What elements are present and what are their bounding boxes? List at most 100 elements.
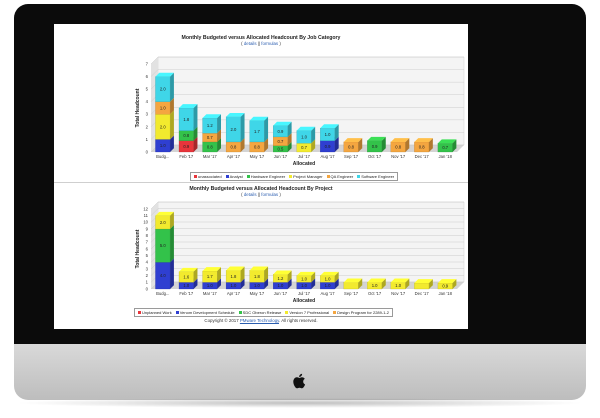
chart1-y-tick-label: 1 (146, 137, 149, 142)
chart2-data-label: 4.0 (160, 273, 166, 278)
chart2-data-label: 5.0 (160, 243, 166, 248)
chart1-x-tick-label: Sep '17 (344, 154, 359, 159)
legend-swatch (289, 175, 293, 178)
chart1-bar-segment (414, 138, 433, 153)
chart2-bar-segment (249, 266, 269, 283)
chart2-data-label: 1.8 (230, 274, 236, 279)
chart1-x-tick-label: Apr '17 (227, 154, 241, 159)
chart1-y-axis-label: Total Headcount (135, 88, 141, 127)
chart2-x-tick-label: Nov '17 (391, 291, 406, 296)
legend-label: Venom Development Schedule (179, 310, 235, 315)
chart1-data-label: 1.0 (301, 134, 307, 139)
chart2-legend-item[interactable]: SDC Oberon Release (238, 310, 282, 315)
chart2-y-tick-label: 5 (146, 253, 149, 258)
chart1-x-tick-label: Jul '17 (298, 154, 311, 159)
chart1-bar-segment (225, 112, 245, 143)
monitor-chin (14, 344, 586, 400)
chart2-y-axis-label: Total Headcount (135, 229, 141, 268)
chart1-x-tick-label: Nov '17 (391, 154, 406, 159)
chart2-data-label: 1.0 (254, 283, 260, 288)
chart2-bar-segment (178, 267, 198, 283)
link-separator: || (257, 192, 261, 197)
chart2-legend-item[interactable]: Design Program for 2289-1-2 (333, 310, 389, 315)
chart1-x-tick-label: May '17 (250, 154, 265, 159)
chart2-details-link[interactable]: details (243, 192, 257, 197)
chart1-x-tick-label: Feb '17 (179, 154, 194, 159)
chart2-legend-item[interactable]: Venom Development Schedule (175, 310, 235, 315)
copyright-text: Copyright © 2017 (204, 318, 239, 323)
chart2-data-label: 1.6 (183, 275, 189, 280)
company-link[interactable]: PMware Technology (239, 318, 280, 323)
chart1-formulas-link[interactable]: formulas (261, 41, 279, 46)
chart2-gridline (150, 208, 464, 216)
chart2-legend-item[interactable]: Unplanned Work (138, 310, 172, 315)
chart2-data-label: 1.0 (207, 283, 213, 288)
chart1-legend-item[interactable]: Hardware Engineer (246, 174, 286, 179)
chart2-data-label: 1.7 (207, 274, 213, 279)
chart2-data-label: 2.0 (160, 220, 166, 225)
legend-swatch (326, 175, 330, 178)
chart1-data-label: 2.0 (160, 87, 166, 92)
legend-label: SDC Oberon Release (242, 310, 282, 315)
legend-swatch (175, 311, 179, 314)
chart1-x-tick-label: Budg... (156, 154, 169, 159)
paren-open: ( (241, 41, 243, 46)
chart2-data-label: 1.0 (230, 283, 236, 288)
chart2-x-tick-label: Oct '17 (368, 291, 382, 296)
chart1-legend-item[interactable]: Analyst (225, 174, 243, 179)
legend-swatch (333, 311, 337, 314)
chart2-bar-segment (155, 211, 174, 230)
chart2-y-tick-label: 6 (146, 246, 149, 251)
chart2-bar-segment (437, 279, 457, 290)
chart2-y-tick-label: 9 (146, 226, 149, 231)
chart2-gridline (150, 201, 464, 210)
chart1-data-label: 0.7 (278, 139, 284, 144)
chart2-data-label: 1.0 (183, 283, 189, 288)
legend-label: Software Engineer (361, 174, 395, 179)
chart1-data-label: 0.8 (230, 144, 236, 149)
chart1-legend-item[interactable]: Software Engineer (357, 174, 394, 179)
chart1-data-label: 1.2 (207, 123, 213, 128)
chart2-data-label: 1.0 (301, 277, 307, 282)
chart2-y-tick-label: 12 (143, 206, 148, 211)
legend-label: Unplanned Work (142, 310, 172, 315)
chart1-legend-item[interactable]: unassociated (194, 174, 222, 179)
legend-swatch (138, 311, 141, 314)
chart1-data-label: 2.0 (230, 127, 236, 132)
chart2-bar-segment (414, 279, 433, 290)
chart1-bar-segment (390, 138, 410, 153)
chart1-x-tick-label: Dec '17 (415, 154, 430, 159)
chart2-y-tick-label: 11 (144, 213, 149, 218)
legend-swatch (238, 311, 242, 314)
chart2-bar-segment (390, 278, 410, 290)
chart2-legend-item[interactable]: Version 7 Professional (285, 310, 329, 315)
chart1-data-label: 1.0 (325, 132, 331, 137)
chart1-x-tick-label: Oct '17 (368, 154, 382, 159)
chart1-data-label: 1.0 (160, 106, 166, 111)
chart1-details-link[interactable]: details (243, 41, 257, 46)
chart2-x-tick-label: Feb '17 (179, 291, 194, 296)
chart2-bar-segment (273, 270, 292, 283)
chart1-gridline (150, 69, 464, 77)
legend-label: Hardware Engineer (250, 174, 286, 179)
rights-text: . All rights reserved. (279, 318, 318, 323)
chart1-legend-item[interactable]: QA Engineer (326, 174, 353, 179)
chart2-data-label: 1.8 (254, 274, 260, 279)
chart1-y-tick-label: 2 (146, 124, 149, 129)
chart2-data-label: 1.0 (325, 277, 331, 282)
chart2-data-label: 1.0 (301, 283, 307, 288)
chart1-data-label: 0.7 (442, 145, 448, 150)
chart2-data-label: 0.9 (442, 284, 448, 289)
chart2-bar-segment (367, 278, 386, 290)
chart2-formulas-link[interactable]: formulas (261, 192, 279, 197)
chart1-plot: 0 1 2 3 4 5 6 7 Total Headcount 1.0 2.0 1.0 2.0 Budg.… (135, 56, 465, 167)
chart1-legend-item[interactable]: Project Manager (289, 174, 323, 179)
legend-label: unassociated (198, 174, 222, 179)
chart-divider (54, 182, 468, 183)
chart1-data-label: 0.7 (301, 145, 307, 150)
chart1-x-tick-label: Mar '17 (203, 154, 218, 159)
legend-label: Version 7 Professional (289, 310, 330, 315)
chart2-y-tick-label: 1 (146, 280, 149, 285)
chart1-bar-segment (367, 136, 386, 153)
